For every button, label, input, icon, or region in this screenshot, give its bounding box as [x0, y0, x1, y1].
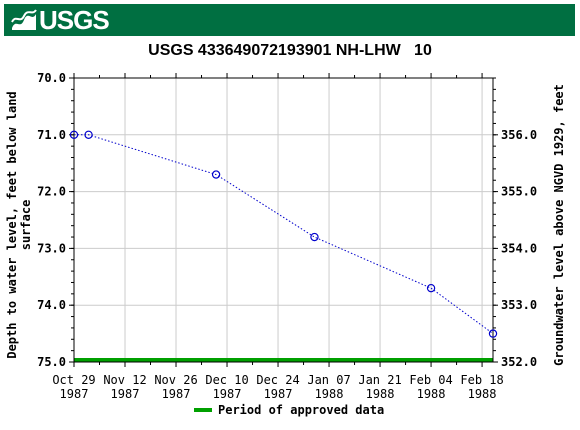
- y-left-tick-label: 75.0: [37, 355, 66, 369]
- y-right-tick-label: 353.0: [501, 298, 537, 312]
- x-tick-label: Feb 04: [409, 373, 452, 387]
- x-tick-year-label: 1987: [264, 387, 293, 401]
- x-tick-label: Feb 18: [460, 373, 503, 387]
- y-left-axis-label: Depth to water level, feet below land sur…: [5, 91, 33, 358]
- plot-area: [74, 78, 493, 362]
- y-right-tick-label: 352.0: [501, 355, 537, 369]
- y-left-tick-label: 70.0: [37, 71, 66, 85]
- data-point: [84, 130, 93, 139]
- y-left-tick-label: 74.0: [37, 298, 66, 312]
- x-tick-label: Dec 24: [256, 373, 299, 387]
- approved-period-bar: [74, 358, 493, 362]
- x-tick-year-label: 1988: [468, 387, 497, 401]
- y-right-tick-label: 356.0: [501, 128, 537, 142]
- x-tick-label: Nov 12: [103, 373, 146, 387]
- data-point: [310, 232, 319, 242]
- usgs-logo-text: USGS: [39, 4, 110, 35]
- data-point: [488, 329, 498, 338]
- x-tick-year-label: 1987: [60, 387, 89, 401]
- data-point: [211, 170, 221, 179]
- x-tick-label: Nov 26: [154, 373, 197, 387]
- y-left-tick-label: 71.0: [37, 128, 66, 142]
- y-left-tick-label: 73.0: [37, 241, 66, 255]
- legend-label: Period of approved data: [218, 403, 384, 417]
- plot-border: [73, 77, 494, 363]
- x-tick-year-label: 1988: [417, 387, 446, 401]
- x-tick-year-label: 1988: [315, 387, 344, 401]
- y-right-tick-label: 354.0: [501, 241, 537, 255]
- x-tick-label: Oct 29: [52, 373, 95, 387]
- y-left-axis-label-line2: surface: [19, 200, 33, 251]
- y-right-tick-label: 355.0: [501, 185, 537, 199]
- chart-title: USGS 433649072193901 NH-LHW 10: [148, 42, 432, 59]
- data-point: [69, 130, 79, 139]
- usgs-logo[interactable]: USGS: [11, 4, 110, 35]
- x-tick-label: Jan 21: [358, 373, 401, 387]
- x-tick-year-label: 1987: [213, 387, 242, 401]
- y-right-axis-label: Groundwater level above NGVD 1929, feet: [552, 84, 566, 366]
- y-left-axis-label-line1: Depth to water level, feet below land: [5, 91, 19, 358]
- x-tick-year-label: 1987: [111, 387, 140, 401]
- data-point: [426, 283, 436, 293]
- y-left-tick-label: 72.0: [37, 185, 66, 199]
- x-tick-year-label: 1988: [366, 387, 395, 401]
- x-tick-label: Dec 10: [205, 373, 248, 387]
- y-right-axis-label-text: Groundwater level above NGVD 1929, feet: [552, 84, 566, 366]
- x-tick-label: Jan 07: [307, 373, 350, 387]
- usgs-banner: USGS: [4, 4, 575, 36]
- usgs-wave-icon: [11, 9, 37, 30]
- x-tick-year-label: 1987: [162, 387, 191, 401]
